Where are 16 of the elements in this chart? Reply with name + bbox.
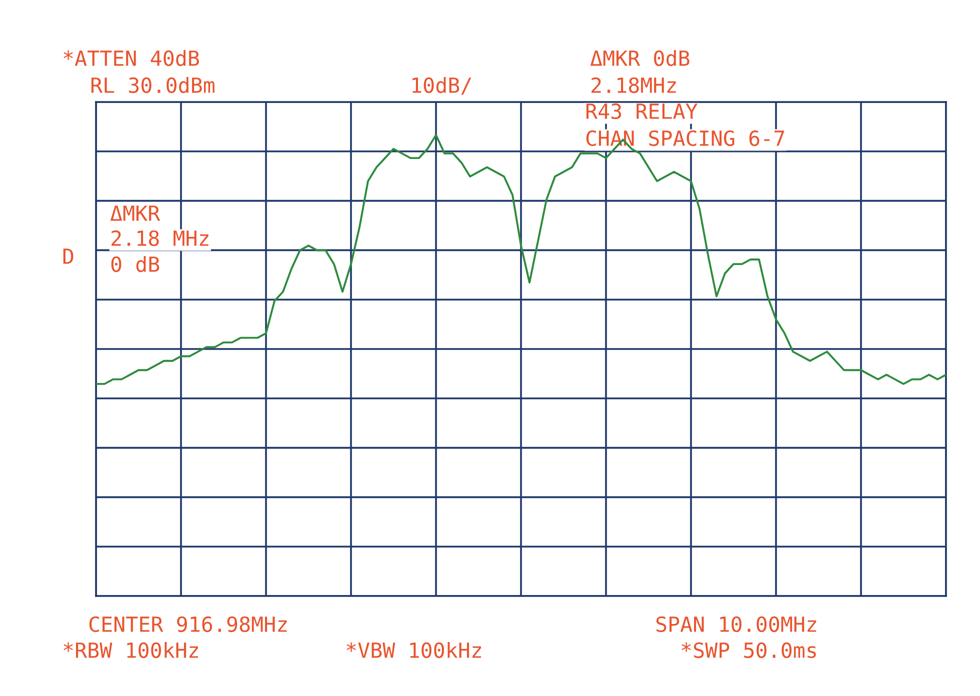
annotation: ΔMKR [110, 206, 160, 221]
text: 2.18MHz [592, 77, 676, 94]
annotation: 0 dB [111, 256, 160, 272]
text: ΔMKR 0dB [590, 50, 690, 66]
text: CENTER 916.98MHz [89, 616, 287, 632]
text: *VBW 100kHz [346, 642, 482, 658]
text: *SWP 50.0ms [682, 642, 816, 658]
text: *RBW 100kHz [64, 642, 198, 658]
text: RL 30.0dBm [91, 76, 214, 94]
text: *ATTEN 40dB [64, 50, 199, 66]
text: D [63, 248, 74, 264]
annotation: 2.18 MHz [112, 230, 208, 246]
annotation: CHAN SPACING 6-7 [586, 130, 784, 146]
text: 10dB/ [412, 76, 472, 95]
text: SPAN 10.00MHz [656, 616, 816, 632]
text: R43 RELAY [586, 103, 698, 120]
